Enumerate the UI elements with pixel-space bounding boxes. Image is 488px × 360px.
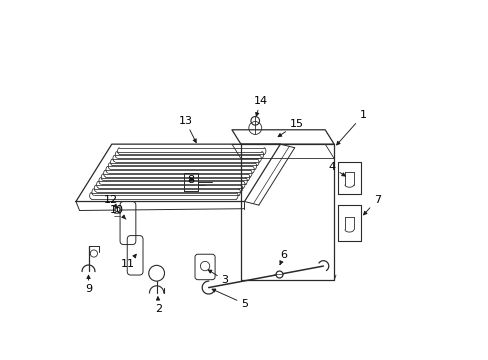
- Text: 11: 11: [121, 254, 136, 269]
- Text: 15: 15: [278, 120, 303, 137]
- Text: 12: 12: [104, 195, 118, 209]
- Text: 7: 7: [363, 195, 380, 215]
- Text: 8: 8: [187, 175, 194, 185]
- Text: 9: 9: [85, 275, 92, 294]
- Text: 5: 5: [212, 289, 247, 309]
- Text: 14: 14: [253, 96, 267, 116]
- Text: 13: 13: [178, 116, 196, 143]
- Text: 2: 2: [155, 297, 162, 314]
- Text: 10: 10: [110, 206, 126, 219]
- Text: 6: 6: [279, 250, 287, 265]
- Text: 4: 4: [328, 162, 345, 176]
- Text: 1: 1: [336, 111, 366, 145]
- Text: 3: 3: [208, 270, 228, 285]
